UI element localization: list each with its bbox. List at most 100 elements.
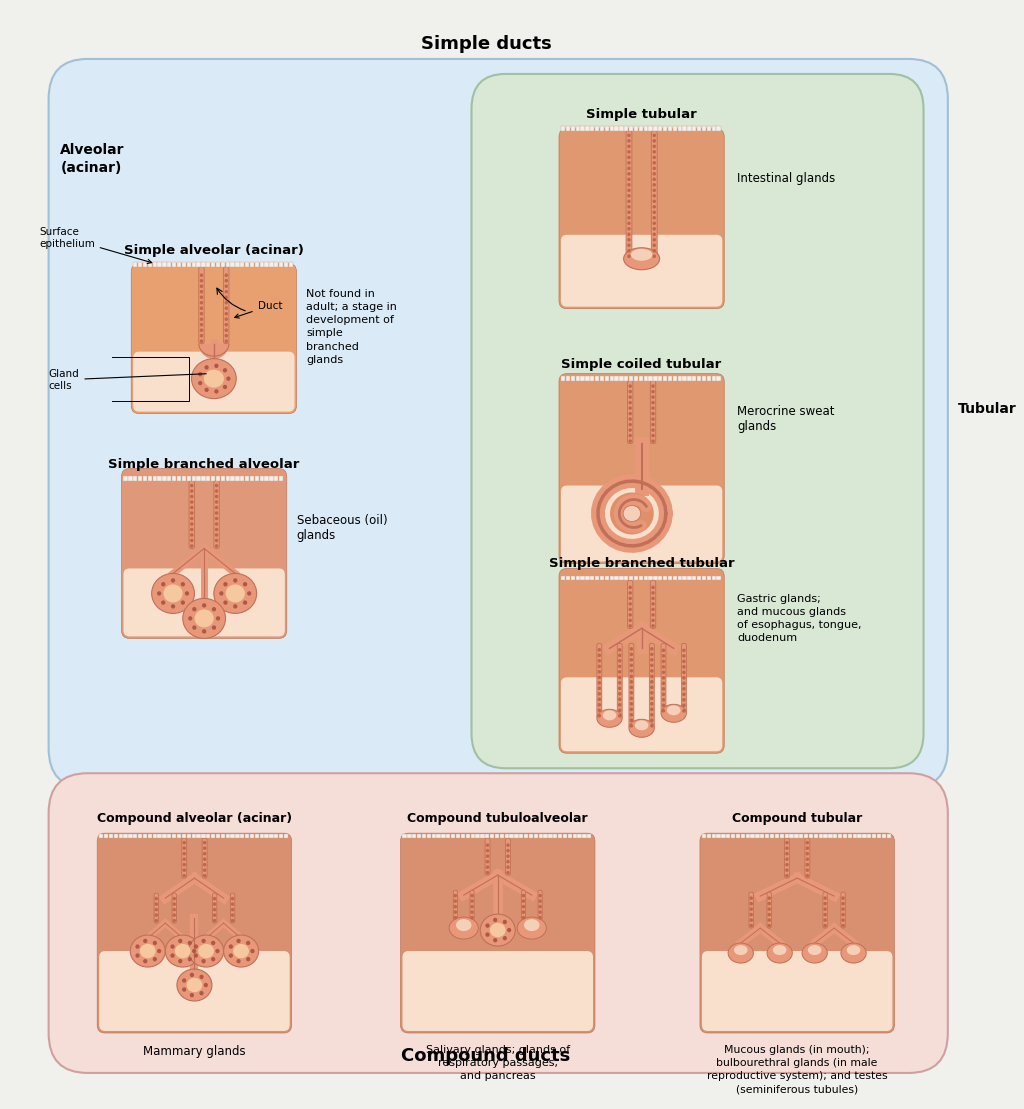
Bar — [634, 376, 638, 380]
Circle shape — [161, 582, 165, 587]
Bar — [147, 476, 152, 480]
Ellipse shape — [524, 919, 540, 932]
Circle shape — [215, 522, 218, 526]
Text: Surface
epithelium: Surface epithelium — [39, 227, 152, 264]
Circle shape — [224, 274, 228, 277]
Bar — [177, 476, 181, 480]
Text: Simple tubular: Simple tubular — [586, 108, 697, 121]
Circle shape — [629, 411, 632, 416]
Bar — [158, 263, 162, 267]
Circle shape — [682, 671, 686, 674]
Bar — [432, 834, 436, 838]
Circle shape — [155, 914, 158, 917]
Bar — [163, 263, 167, 267]
Circle shape — [650, 663, 653, 668]
Ellipse shape — [186, 978, 203, 993]
Bar — [629, 126, 633, 131]
Bar — [779, 834, 784, 838]
Circle shape — [215, 539, 218, 542]
Bar — [639, 126, 643, 131]
Circle shape — [750, 896, 753, 899]
Circle shape — [215, 517, 218, 520]
Circle shape — [215, 545, 218, 548]
FancyBboxPatch shape — [214, 480, 219, 549]
Bar — [191, 263, 196, 267]
Circle shape — [155, 908, 158, 912]
Ellipse shape — [603, 710, 616, 720]
Circle shape — [628, 200, 631, 203]
Circle shape — [598, 681, 601, 684]
Bar — [240, 476, 245, 480]
Bar — [740, 834, 745, 838]
Circle shape — [203, 863, 207, 866]
Circle shape — [651, 597, 654, 600]
Bar — [167, 476, 171, 480]
Circle shape — [230, 908, 234, 912]
Circle shape — [806, 852, 809, 855]
Bar — [697, 376, 701, 380]
Text: Mucous glands (in mouth);
bulbourethral glands (in male
reproductive system); an: Mucous glands (in mouth); bulbourethral … — [707, 1045, 888, 1095]
Bar — [539, 834, 543, 838]
Bar — [712, 576, 716, 580]
Circle shape — [224, 323, 228, 326]
Bar — [586, 576, 590, 580]
Bar — [240, 834, 245, 838]
Bar — [731, 834, 735, 838]
Circle shape — [651, 423, 654, 426]
Bar — [828, 834, 833, 838]
Circle shape — [806, 863, 809, 866]
Circle shape — [187, 957, 191, 962]
Bar — [561, 576, 565, 580]
Circle shape — [598, 709, 601, 712]
Circle shape — [506, 859, 510, 864]
Circle shape — [630, 719, 633, 722]
Bar — [138, 834, 142, 838]
Bar — [104, 834, 109, 838]
Bar — [687, 376, 691, 380]
FancyBboxPatch shape — [700, 833, 894, 1032]
Circle shape — [485, 848, 489, 853]
Circle shape — [651, 390, 654, 394]
Bar — [259, 476, 264, 480]
Circle shape — [507, 928, 511, 933]
Bar — [221, 476, 225, 480]
Bar — [236, 834, 240, 838]
Circle shape — [215, 949, 219, 954]
Circle shape — [628, 254, 631, 258]
Ellipse shape — [489, 923, 506, 937]
Bar — [717, 576, 721, 580]
Circle shape — [219, 591, 223, 596]
Bar — [697, 126, 701, 131]
Circle shape — [628, 189, 631, 192]
Circle shape — [682, 665, 686, 669]
FancyBboxPatch shape — [154, 893, 159, 923]
Bar — [609, 126, 613, 131]
Bar — [575, 126, 580, 131]
Circle shape — [618, 648, 622, 652]
Ellipse shape — [175, 944, 190, 958]
Circle shape — [190, 517, 194, 520]
Circle shape — [521, 910, 525, 914]
Bar — [590, 376, 594, 380]
Circle shape — [651, 619, 654, 622]
Circle shape — [651, 624, 654, 628]
Circle shape — [200, 306, 203, 311]
Circle shape — [629, 406, 632, 410]
Circle shape — [806, 857, 809, 861]
Circle shape — [628, 244, 631, 247]
Bar — [590, 126, 594, 131]
Text: Simple branched alveolar: Simple branched alveolar — [109, 458, 300, 470]
Bar — [422, 834, 426, 838]
Circle shape — [629, 428, 632, 431]
Circle shape — [224, 328, 228, 332]
Bar — [609, 376, 613, 380]
Circle shape — [182, 863, 186, 866]
FancyBboxPatch shape — [650, 580, 655, 629]
Bar — [653, 576, 657, 580]
FancyBboxPatch shape — [559, 569, 724, 753]
Bar — [775, 834, 779, 838]
Bar — [216, 834, 220, 838]
Bar — [544, 834, 548, 838]
Bar — [186, 263, 190, 267]
Bar — [245, 476, 249, 480]
